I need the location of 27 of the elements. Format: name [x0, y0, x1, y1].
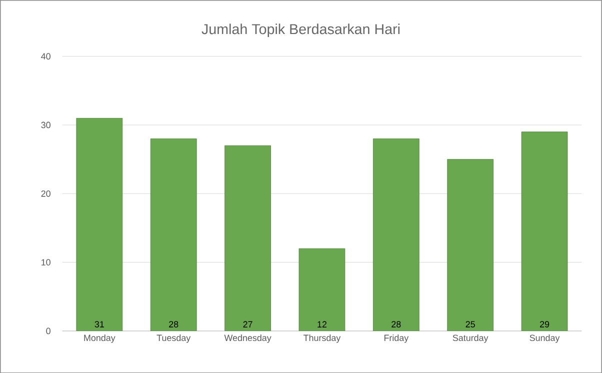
data-label: 28	[392, 320, 401, 328]
x-tick-label: Thursday	[304, 334, 341, 343]
x-tick-label: Sunday	[530, 334, 560, 343]
data-label: 29	[540, 320, 550, 328]
x-tick-label: Monday	[84, 334, 116, 343]
data-label: 12	[318, 321, 326, 328]
bar	[298, 248, 346, 331]
bar	[447, 158, 494, 331]
bar	[521, 132, 568, 331]
bar	[372, 138, 420, 331]
bar	[76, 118, 123, 331]
data-label: 28	[169, 320, 178, 328]
y-tick-label: 10	[42, 258, 50, 266]
x-tick-label: Wednesday	[224, 334, 272, 343]
data-label: 31	[94, 320, 104, 328]
x-tick-label: Saturday	[452, 334, 488, 343]
y-tick-label: 0	[46, 328, 50, 334]
y-tick-label: 20	[41, 190, 50, 197]
x-tick-label: Friday	[384, 334, 409, 343]
y-tick-label: 30	[41, 122, 50, 128]
data-label: 25	[466, 320, 475, 328]
bar	[224, 145, 271, 331]
data-label: 27	[243, 321, 252, 328]
x-tick-label: Tuesday	[156, 334, 191, 343]
y-tick-label: 40	[41, 53, 50, 60]
chart-title: Jumlah Topik Berdasarkan Hari	[202, 24, 400, 37]
bar	[150, 138, 197, 331]
